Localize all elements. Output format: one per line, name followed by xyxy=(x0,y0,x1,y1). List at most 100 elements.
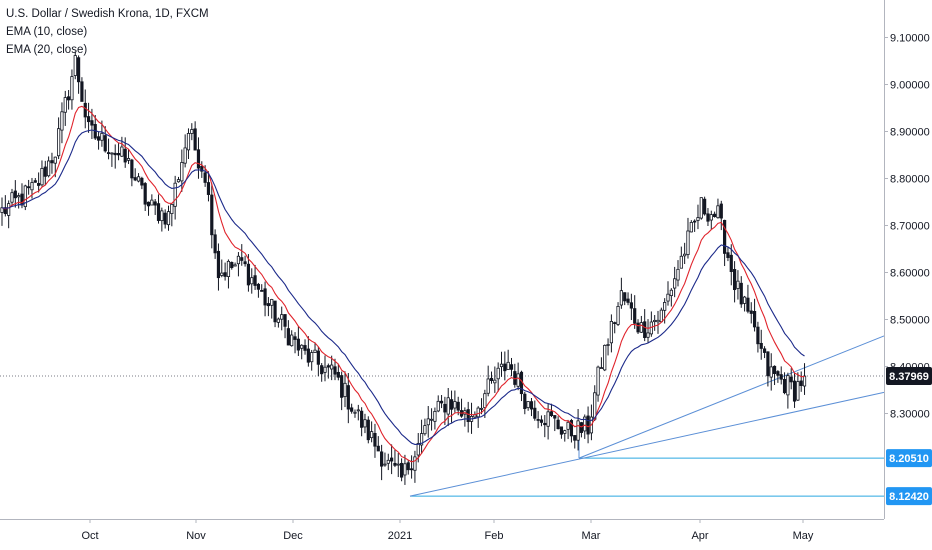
x-tick-label: Dec xyxy=(283,530,303,542)
candle-body xyxy=(666,293,670,302)
candle xyxy=(506,349,510,370)
candle-body xyxy=(503,363,507,372)
candle-body xyxy=(76,57,81,83)
candle xyxy=(653,315,657,331)
candle-body xyxy=(626,298,630,303)
candle-body xyxy=(333,366,337,375)
candle xyxy=(323,355,327,382)
candle-body xyxy=(603,344,607,371)
candle xyxy=(539,415,544,427)
candle-body xyxy=(393,462,397,466)
x-tick-label: Feb xyxy=(485,530,504,542)
candle xyxy=(43,160,47,186)
candle xyxy=(463,407,467,427)
candle-body xyxy=(633,308,637,324)
candle xyxy=(156,194,161,224)
candle-body xyxy=(243,261,247,265)
candle xyxy=(499,351,504,377)
candle xyxy=(626,292,630,306)
candle-body xyxy=(90,120,94,126)
candle xyxy=(756,321,760,353)
candle-body xyxy=(516,373,520,387)
candle-body xyxy=(126,158,131,161)
candle xyxy=(176,176,181,183)
candle-body xyxy=(673,278,677,289)
candle xyxy=(752,298,757,332)
candle-body xyxy=(50,160,54,164)
candle xyxy=(250,268,254,294)
candle-body xyxy=(220,272,224,276)
candle-body xyxy=(106,152,111,155)
candle-body xyxy=(449,399,454,410)
candle-body xyxy=(549,411,554,417)
candle-body xyxy=(403,463,407,476)
candle-body xyxy=(686,230,690,255)
candle-body xyxy=(683,253,687,257)
candle xyxy=(150,194,154,206)
candle-body xyxy=(196,149,201,169)
candle-body xyxy=(493,379,497,384)
candle xyxy=(330,355,334,381)
candle-body xyxy=(609,321,613,344)
trendline xyxy=(578,335,885,459)
candle-body xyxy=(340,375,344,398)
candle-body xyxy=(583,416,587,432)
candle-body xyxy=(170,203,174,214)
candle-body xyxy=(133,177,137,181)
candle-body xyxy=(256,283,261,290)
candle xyxy=(37,172,41,193)
candle-body xyxy=(746,297,750,312)
candle-body xyxy=(63,97,67,113)
candle-body xyxy=(53,156,57,164)
candle xyxy=(370,421,374,443)
candle xyxy=(220,259,224,278)
candle xyxy=(353,409,357,418)
candle xyxy=(413,450,417,483)
candle-body xyxy=(313,349,317,354)
candle-body xyxy=(96,136,101,141)
candle xyxy=(346,373,350,424)
candle xyxy=(123,137,127,168)
candle-body xyxy=(659,309,663,323)
candle-body xyxy=(13,190,17,199)
candle-body xyxy=(60,111,64,131)
candle xyxy=(736,270,740,300)
candle-body xyxy=(130,159,134,179)
candle-body xyxy=(83,102,87,118)
candle-body xyxy=(206,182,211,195)
candle xyxy=(146,201,151,216)
candle-body xyxy=(523,393,527,410)
candle-body xyxy=(529,401,534,410)
candle xyxy=(60,102,64,144)
candle-body xyxy=(759,342,763,349)
candle-body xyxy=(270,299,274,306)
candle-body xyxy=(723,219,727,254)
candle xyxy=(759,329,763,360)
y-tick-label: 8.70000 xyxy=(890,221,930,233)
candle-body xyxy=(67,96,71,101)
candle-body xyxy=(186,133,191,151)
candle xyxy=(163,209,167,229)
candle xyxy=(566,419,570,440)
candle xyxy=(356,404,360,421)
candle-body xyxy=(286,328,290,346)
candle-body xyxy=(579,422,584,433)
price-badge-bg xyxy=(886,487,932,506)
candle xyxy=(153,199,157,215)
x-tick-label: Mar xyxy=(582,530,601,542)
candle-body xyxy=(533,407,537,419)
candle xyxy=(729,244,733,286)
candle-body xyxy=(446,397,450,415)
candle xyxy=(533,400,537,421)
candle-body xyxy=(606,344,610,346)
candle-body xyxy=(556,419,560,430)
candle xyxy=(639,315,643,333)
candle xyxy=(513,363,517,388)
candle xyxy=(543,415,547,438)
candle-body xyxy=(656,319,660,323)
candle-body xyxy=(300,344,304,349)
candle xyxy=(333,358,337,381)
candle-body xyxy=(453,401,457,409)
candle xyxy=(423,418,427,436)
